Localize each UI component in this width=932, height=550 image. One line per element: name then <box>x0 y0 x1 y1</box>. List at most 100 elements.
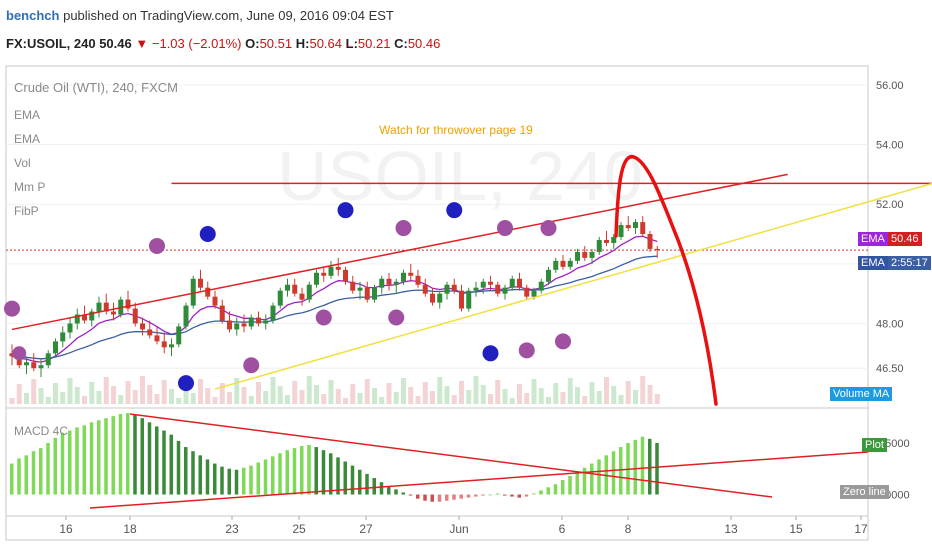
volume-bar <box>321 394 327 404</box>
ohlc-line: FX:USOIL, 240 50.46 ▼ −1.03 (−2.01%) O:5… <box>6 36 440 51</box>
macd-bar <box>60 432 65 495</box>
macd-bar <box>590 463 594 495</box>
pivot-marker <box>388 309 405 326</box>
legend-fib-pivots[interactable]: FibP <box>14 204 39 218</box>
candle-body <box>538 281 544 291</box>
time-tick-label: 17 <box>854 522 868 536</box>
candle-body <box>219 305 225 321</box>
candle-body <box>125 299 131 309</box>
candle-body <box>292 284 298 294</box>
last-price: 50.46 <box>99 36 132 51</box>
macd-bar <box>648 438 652 495</box>
candle-body <box>335 266 341 270</box>
macd-bar <box>466 494 471 498</box>
macd-bar <box>227 468 231 495</box>
macd-bar <box>329 453 333 495</box>
candle-body <box>256 317 261 324</box>
candle-body <box>364 287 370 300</box>
candle-body <box>31 362 37 369</box>
publish-line: benchch published on TradingView.com, Ju… <box>6 8 394 23</box>
close-value: 50.46 <box>407 36 441 51</box>
volume-bar <box>292 381 298 404</box>
macd-bar <box>46 442 50 495</box>
legend-ema-2[interactable]: EMA <box>14 132 41 146</box>
macd-bar <box>256 462 260 495</box>
candle-body <box>502 287 508 294</box>
volume-bar <box>328 380 334 404</box>
candle-body <box>234 323 240 330</box>
price-tick-label: 56.00 <box>876 80 904 92</box>
candle-body <box>140 323 145 330</box>
volume-bar <box>212 397 218 404</box>
ema-fast-line <box>11 235 658 363</box>
volume-bar <box>256 382 261 404</box>
macd-title[interactable]: MACD 4C <box>14 424 69 438</box>
legend-ema-1[interactable]: EMA <box>14 108 41 122</box>
macd-bar <box>510 494 514 497</box>
trendline <box>11 173 788 331</box>
volume-bar <box>357 393 363 404</box>
volume-bar <box>248 396 254 404</box>
volume-bar <box>611 386 617 404</box>
pivot-marker <box>243 357 260 374</box>
candle-body <box>604 239 609 243</box>
legend-volume[interactable]: Vol <box>14 156 31 170</box>
macd-bar <box>242 467 246 495</box>
volume-bar <box>589 382 595 404</box>
candle-body <box>415 275 421 285</box>
time-tick-label: 16 <box>59 522 73 536</box>
volume-bar <box>633 390 638 404</box>
macd-bar <box>488 494 492 496</box>
macd-bar <box>82 425 86 495</box>
candle-body <box>531 290 537 297</box>
macd-bar <box>619 447 623 495</box>
volume-bar <box>466 390 472 404</box>
macd-bar <box>568 475 572 495</box>
macd-bar <box>495 493 500 495</box>
candle-body <box>379 278 385 288</box>
legend-mm-pivots[interactable]: Mm P <box>14 180 46 194</box>
candle-body <box>154 335 160 342</box>
candle-body <box>647 234 653 249</box>
macd-bar <box>358 469 362 495</box>
candle-body <box>611 237 617 243</box>
candle-body <box>9 353 15 357</box>
pivot-marker <box>555 333 571 350</box>
macd-bar <box>387 486 391 495</box>
candle-body <box>248 317 254 327</box>
volume-bar <box>60 392 66 404</box>
macd-bar <box>336 457 340 495</box>
candle-body <box>285 284 290 291</box>
volume-bar <box>393 392 399 404</box>
countdown-tag: 2:55:17 <box>888 256 931 270</box>
volume-bar <box>306 376 312 404</box>
throwover-annotation: Watch for throwover page 19 <box>379 123 533 137</box>
macd-bar <box>524 494 529 497</box>
volume-bar <box>314 385 319 404</box>
candle-body <box>350 281 356 291</box>
volume-bar <box>560 392 566 404</box>
macd-trendline <box>89 451 869 509</box>
macd-bar <box>126 413 130 495</box>
macd-bar <box>133 415 137 495</box>
pivot-marker <box>315 309 332 326</box>
time-tick-label: 25 <box>292 522 306 536</box>
macd-bar <box>198 455 202 495</box>
volume-bar <box>444 386 450 404</box>
macd-bar <box>640 436 645 495</box>
volume-bar <box>422 382 428 404</box>
volume-bar <box>495 380 501 404</box>
volume-bar <box>524 393 530 404</box>
macd-bar <box>416 494 420 499</box>
volume-bar <box>111 386 116 404</box>
volume-bar <box>183 384 189 404</box>
macd-bar <box>191 451 195 495</box>
author-name[interactable]: benchch <box>6 8 60 23</box>
macd-bar <box>343 461 347 495</box>
candle-body <box>96 302 102 312</box>
candle-body <box>24 362 29 366</box>
macd-bar <box>445 494 449 501</box>
macd-bar <box>162 430 166 495</box>
time-tick-label: 6 <box>559 522 566 536</box>
